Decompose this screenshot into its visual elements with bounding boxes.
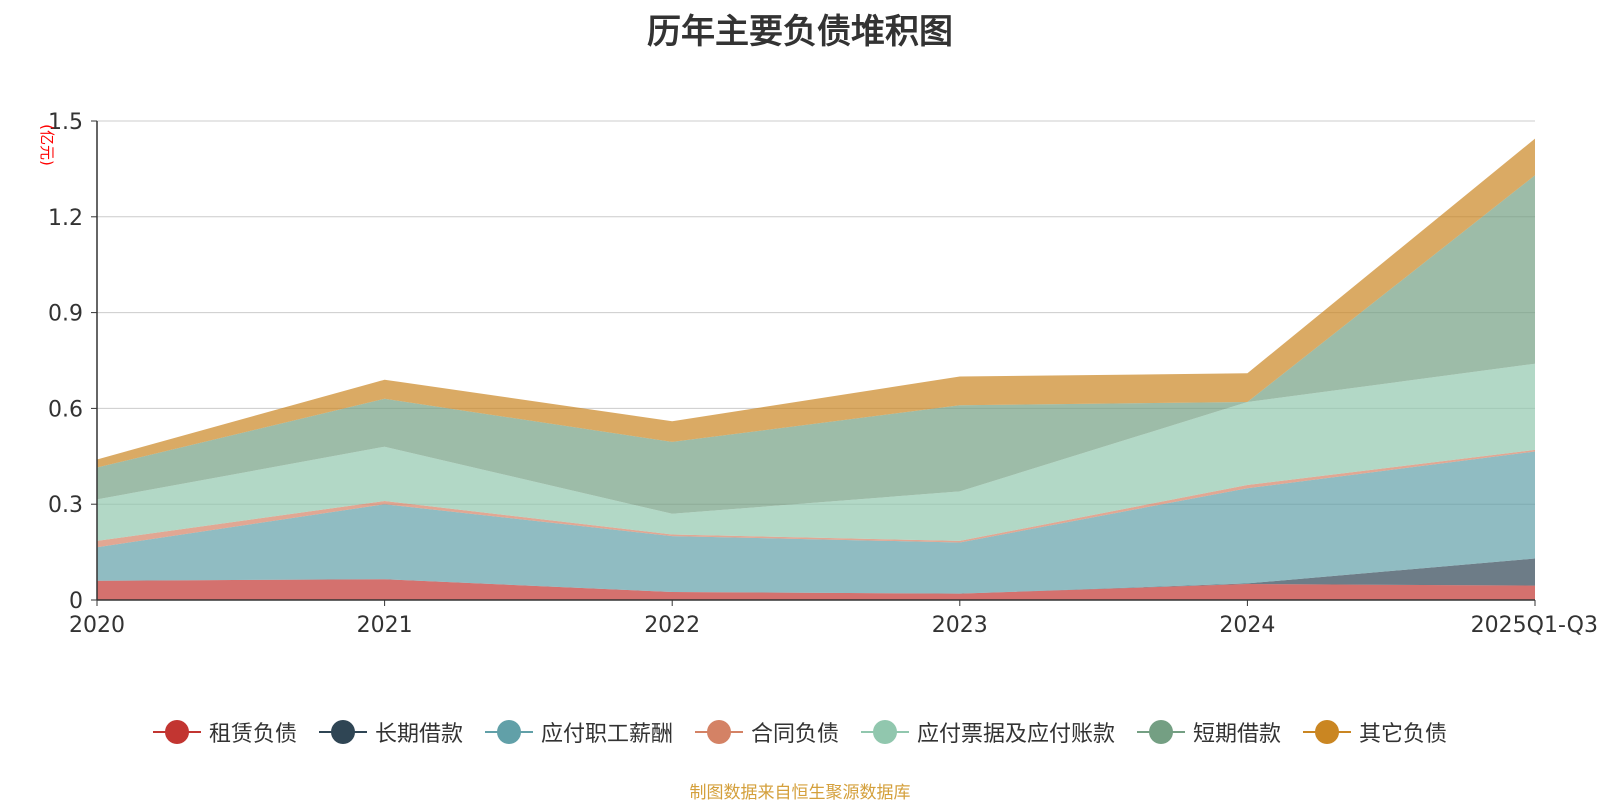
y-tick-label: 0.3	[48, 493, 83, 518]
y-tick-label: 0	[69, 589, 83, 614]
legend-marker-icon	[1137, 719, 1186, 745]
x-tick-label: 2023	[932, 613, 988, 638]
legend-item[interactable]: 应付票据及应付账款	[861, 716, 1115, 748]
y-tick-label: 0.9	[48, 302, 83, 327]
legend-dot	[330, 720, 355, 744]
area-series-应付职工薪酬	[97, 451, 1535, 594]
legend-marker-icon	[484, 719, 533, 745]
legend-marker-icon	[318, 719, 367, 745]
y-tick-label: 0.6	[48, 397, 83, 422]
y-axis-unit-label: (亿元)	[38, 124, 56, 166]
chart-title: 历年主要负债堆积图	[647, 12, 953, 52]
legend-dot	[496, 720, 521, 744]
legend-item[interactable]: 其它负债	[1303, 716, 1447, 748]
x-tick-label: 2020	[69, 613, 125, 638]
legend-marker-icon	[152, 719, 201, 745]
legend-label: 应付票据及应付账款	[917, 722, 1116, 747]
legend-dot	[1315, 720, 1340, 744]
x-tick-label: 2022	[644, 613, 700, 638]
x-tick-label: 2024	[1219, 613, 1275, 638]
legend-marker-icon	[1303, 719, 1352, 745]
legend-label: 合同负债	[750, 722, 839, 747]
legend-item[interactable]: 租赁负债	[152, 716, 297, 748]
y-tick-label: 1.2	[48, 206, 83, 231]
area-series-其它负债	[97, 138, 1535, 468]
area-series-短期借款	[97, 175, 1535, 514]
legend-item[interactable]: 应付职工薪酬	[484, 716, 673, 748]
area-layer	[97, 138, 1535, 600]
legend-item[interactable]: 短期借款	[1137, 716, 1281, 748]
source-note: 制图数据来自恒生聚源数据库	[689, 783, 911, 803]
legend-dot	[164, 720, 189, 744]
legend-marker-icon	[694, 719, 743, 745]
legend-label: 应付职工薪酬	[540, 722, 673, 747]
legend-marker-icon	[861, 719, 909, 745]
axis-layer: 0 0.3 0.6 0.9 1.2 1.5 2020 2021 2022 2023 2024 2025…	[48, 110, 1598, 638]
legend-item[interactable]: 长期借款	[318, 716, 463, 748]
legend-label: 短期借款	[1193, 722, 1282, 747]
legend-item[interactable]: 合同负债	[694, 716, 839, 748]
legend-dot	[1149, 720, 1174, 744]
legend-label: 长期借款	[374, 722, 463, 747]
legend-dot	[706, 720, 731, 744]
x-tick-label: 2025Q1-Q3	[1471, 613, 1598, 638]
y-tick-label: 1.5	[48, 110, 83, 135]
legend-label: 其它负债	[1359, 722, 1448, 747]
legend: 租赁负债 长期借款 应付职工薪酬 合同负债 应付票据及应付账款 短期借款 其它负债	[0, 716, 1600, 748]
x-tick-label: 2021	[357, 613, 413, 638]
legend-dot	[873, 720, 897, 744]
legend-label: 租赁负债	[208, 722, 297, 747]
area-series-应付票据及应付账款	[97, 363, 1535, 541]
area-series-租赁负债	[97, 579, 1535, 600]
